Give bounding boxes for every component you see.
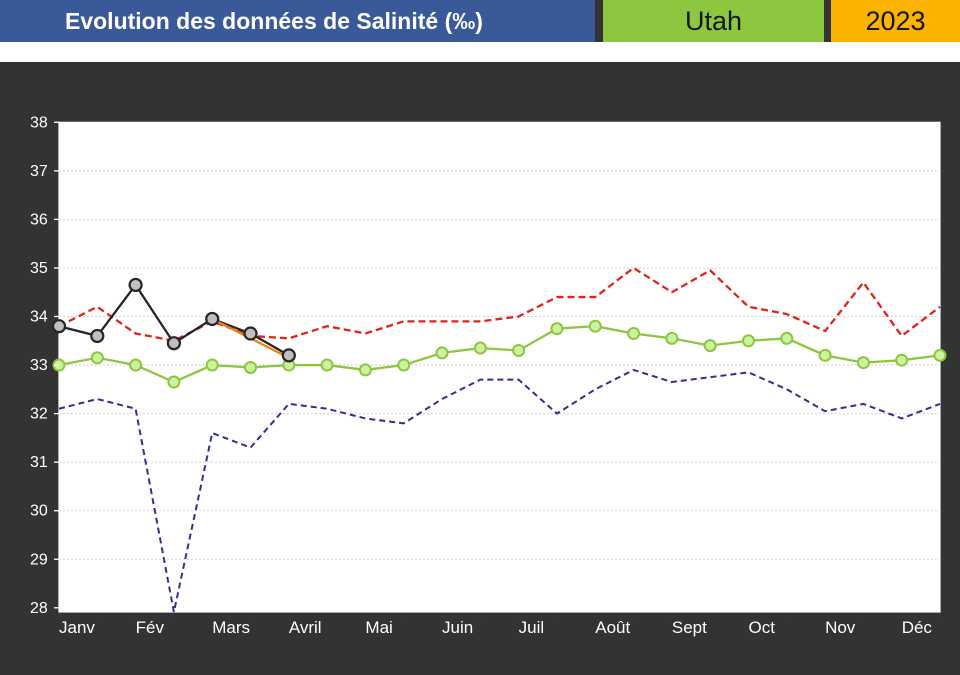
svg-text:Sept: Sept [672, 618, 707, 637]
svg-text:Avril: Avril [289, 618, 322, 637]
svg-text:31: 31 [30, 454, 48, 471]
svg-text:Juin: Juin [442, 618, 473, 637]
svg-text:Fév: Fév [136, 618, 165, 637]
svg-text:29: 29 [30, 551, 48, 568]
svg-text:35: 35 [30, 260, 48, 277]
svg-text:34: 34 [30, 309, 48, 326]
svg-text:38: 38 [30, 114, 48, 131]
svg-text:Juil: Juil [519, 618, 545, 637]
svg-text:Mars: Mars [212, 618, 250, 637]
svg-text:Janv: Janv [59, 618, 95, 637]
svg-text:33: 33 [30, 357, 48, 374]
svg-text:28: 28 [30, 600, 48, 617]
svg-text:Oct: Oct [748, 618, 775, 637]
svg-text:Mai: Mai [365, 618, 392, 637]
svg-text:Août: Août [595, 618, 630, 637]
svg-text:32: 32 [30, 406, 48, 423]
svg-text:Déc: Déc [902, 618, 933, 637]
svg-text:Nov: Nov [825, 618, 856, 637]
svg-text:30: 30 [30, 503, 48, 520]
svg-text:37: 37 [30, 163, 48, 180]
svg-text:36: 36 [30, 211, 48, 228]
